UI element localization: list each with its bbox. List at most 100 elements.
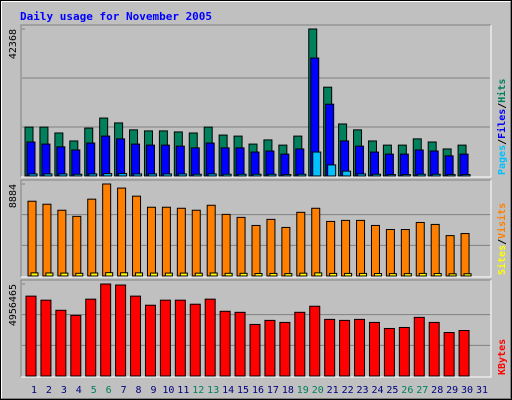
- bar: [133, 173, 143, 177]
- bar: [45, 272, 54, 277]
- bar: [60, 272, 69, 277]
- bar: [30, 272, 39, 277]
- bar: [55, 309, 67, 377]
- bar: [430, 223, 440, 277]
- x-tick-label: 7: [121, 385, 127, 396]
- bar: [40, 299, 52, 377]
- legend-entry: Pages: [497, 145, 508, 175]
- x-tick-label: 13: [207, 385, 219, 396]
- bar: [359, 272, 368, 277]
- bar: [177, 173, 187, 177]
- bar: [413, 316, 425, 377]
- bar: [415, 221, 425, 277]
- bar: [433, 273, 442, 277]
- bar: [388, 273, 397, 277]
- bar: [267, 173, 277, 177]
- x-tick-label: 9: [150, 385, 156, 396]
- bar: [354, 318, 366, 377]
- bar: [42, 203, 52, 277]
- bar: [355, 145, 365, 177]
- bar: [264, 319, 276, 377]
- bar: [205, 142, 215, 177]
- legend-entry: Visits: [496, 203, 508, 239]
- x-tick-label: 4: [76, 385, 82, 396]
- bar: [399, 153, 409, 177]
- bar: [236, 216, 246, 277]
- panel-bevel: [21, 25, 492, 178]
- bar: [400, 229, 410, 277]
- bar: [194, 272, 203, 277]
- bar: [356, 219, 366, 277]
- bar: [87, 198, 97, 277]
- bar: [368, 321, 380, 377]
- bar: [280, 153, 290, 177]
- legend-separator: /: [497, 139, 508, 145]
- x-tick-label: 3: [61, 385, 67, 396]
- bar: [459, 153, 469, 177]
- bar: [209, 272, 218, 277]
- bar: [458, 330, 470, 377]
- x-tick-label: 18: [282, 385, 294, 396]
- bar: [221, 213, 231, 277]
- bar: [103, 173, 113, 177]
- bar: [117, 187, 127, 277]
- y-tick-label: 42368: [8, 29, 19, 59]
- bar: [414, 149, 424, 177]
- bar: [135, 272, 144, 277]
- bar: [147, 173, 157, 177]
- bar: [101, 135, 111, 177]
- legend-entry: Sites: [496, 245, 508, 275]
- bar: [102, 183, 112, 277]
- bar: [448, 273, 457, 277]
- panel-bevel: [21, 280, 492, 378]
- bar: [295, 148, 305, 177]
- bar: [131, 143, 141, 177]
- x-tick-label: 23: [357, 385, 369, 396]
- x-tick-label: 14: [222, 385, 234, 396]
- bar: [249, 323, 261, 377]
- x-tick-label: 8: [136, 385, 142, 396]
- bar: [86, 142, 96, 177]
- bar: [192, 173, 202, 177]
- bar: [206, 204, 216, 277]
- bar: [384, 153, 394, 177]
- bar: [28, 173, 38, 177]
- bar: [312, 151, 322, 177]
- bar: [207, 173, 217, 177]
- bar: [284, 273, 293, 277]
- bar: [297, 173, 307, 177]
- bar: [219, 310, 231, 377]
- bar: [311, 207, 321, 277]
- bar: [162, 173, 172, 177]
- bar: [85, 298, 97, 377]
- bar: [144, 304, 156, 377]
- bar: [296, 211, 306, 277]
- x-tick-label: 17: [267, 385, 279, 396]
- bar: [341, 219, 351, 277]
- x-tick-label: 27: [416, 385, 428, 396]
- bar: [443, 332, 455, 377]
- bar: [145, 144, 155, 177]
- bar: [116, 138, 126, 177]
- bar: [461, 174, 471, 177]
- bar: [309, 305, 321, 377]
- x-tick-label: 6: [106, 385, 112, 396]
- legend: Sites/Visits: [496, 203, 508, 275]
- panel-bevel: [20, 279, 491, 377]
- bar: [431, 173, 441, 177]
- x-tick-label: 15: [237, 385, 249, 396]
- bar: [222, 173, 232, 177]
- bar: [179, 272, 188, 277]
- x-tick-label: 5: [91, 385, 97, 396]
- bar: [71, 149, 81, 177]
- bar: [100, 283, 112, 377]
- bar: [445, 235, 455, 277]
- bar: [220, 147, 230, 177]
- x-tick-label: 11: [177, 385, 189, 396]
- bar: [339, 319, 351, 377]
- bar: [252, 173, 262, 177]
- bar: [164, 272, 173, 277]
- bar: [401, 174, 411, 177]
